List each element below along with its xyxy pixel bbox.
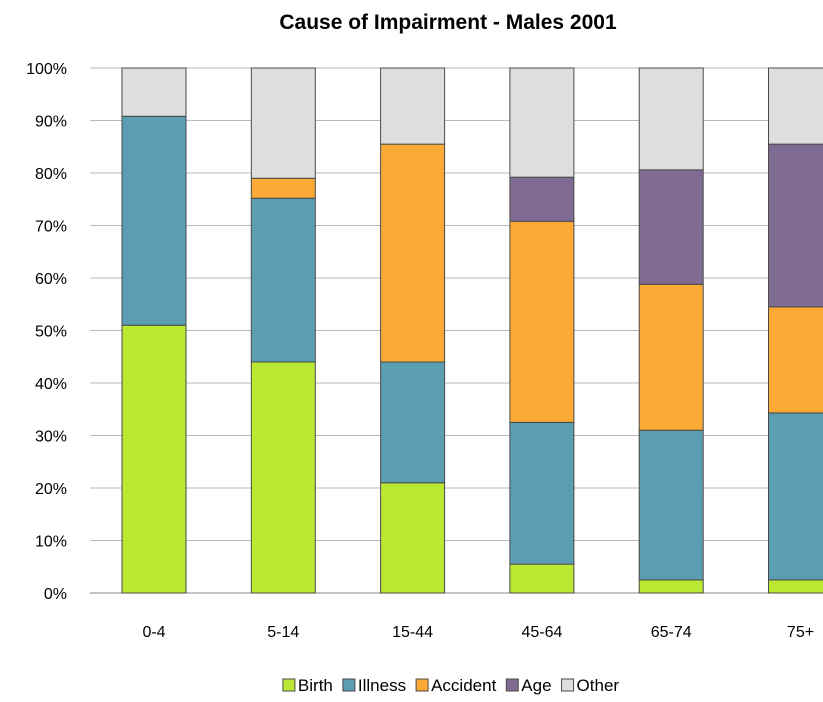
bar-segment-illness-5-14 [250,197,316,363]
y-tick-label: 100% [26,61,67,78]
bar-segment-birth-65-74 [638,579,704,594]
bar-segment-illness-0-4 [121,115,187,326]
x-tick-label: 45-64 [521,624,562,641]
bar-segment-accident-45-64 [509,220,575,423]
x-axis-ticks: 0-4 5-14 15-44 45-64 65-74 75+ [142,624,814,641]
bars [121,67,823,594]
legend-item-other: Other [561,676,620,695]
legend-item-age: Age [505,676,552,695]
bar-segment-birth-5-14 [250,361,316,594]
bar-segment-age-65-74 [638,169,704,285]
x-tick-label: 65-74 [651,624,692,641]
legend-swatch [282,678,296,692]
bar-segment-other-45-64 [509,67,575,178]
chart-title: Cause of Impairment - Males 2001 [279,11,617,34]
legend-item-accident: Accident [415,676,497,695]
bar-segment-accident-75+ [768,306,823,414]
legend-swatch [561,678,575,692]
legend-swatch [505,678,519,692]
bar-segment-birth-0-4 [121,324,187,594]
bar-segment-birth-75+ [768,579,823,594]
legend: Birth Illness Accident Age Other [282,676,620,695]
bar-segment-accident-15-44 [380,143,446,363]
legend-swatch [342,678,356,692]
bar-segment-age-45-64 [509,176,575,222]
y-tick-label: 30% [35,429,67,446]
bar-segment-illness-75+ [768,412,823,581]
legend-label: Age [521,676,551,695]
bar-segment-other-15-44 [380,67,446,145]
y-tick-label: 90% [35,114,67,131]
bar-segment-other-0-4 [121,67,187,117]
bar-segment-age-75+ [768,143,823,308]
bar-segment-illness-65-74 [638,429,704,581]
x-tick-label: 5-14 [267,624,299,641]
legend-label: Accident [431,676,496,695]
bar-segment-other-75+ [768,67,823,145]
legend-item-illness: Illness [342,676,406,695]
bar-segment-accident-65-74 [638,283,704,431]
bar-segment-other-65-74 [638,67,704,171]
legend-label: Birth [298,676,333,695]
bar-segment-illness-15-44 [380,361,446,484]
legend-swatch [415,678,429,692]
bar-segment-birth-45-64 [509,563,575,594]
y-tick-label: 20% [35,481,67,498]
legend-label: Illness [358,676,406,695]
y-tick-label: 0% [44,586,67,603]
y-axis-ticks: 0% 10% 20% 30% 40% 50% 60% 70% 80% 90% 100% [26,61,67,603]
y-tick-label: 10% [35,534,67,551]
y-tick-label: 50% [35,324,67,341]
bar-segment-other-5-14 [250,67,316,179]
x-tick-label: 75+ [787,624,814,641]
bar-segment-illness-45-64 [509,421,575,565]
y-tick-label: 60% [35,271,67,288]
legend-item-birth: Birth [282,676,333,695]
x-tick-label: 0-4 [142,624,165,641]
y-tick-label: 40% [35,376,67,393]
legend-label: Other [577,676,620,695]
y-tick-label: 70% [35,219,67,236]
grid-lines [90,67,823,594]
bar-segment-accident-5-14 [250,177,316,199]
y-tick-label: 80% [35,166,67,183]
x-tick-label: 15-44 [392,624,433,641]
bar-segment-birth-15-44 [380,482,446,594]
